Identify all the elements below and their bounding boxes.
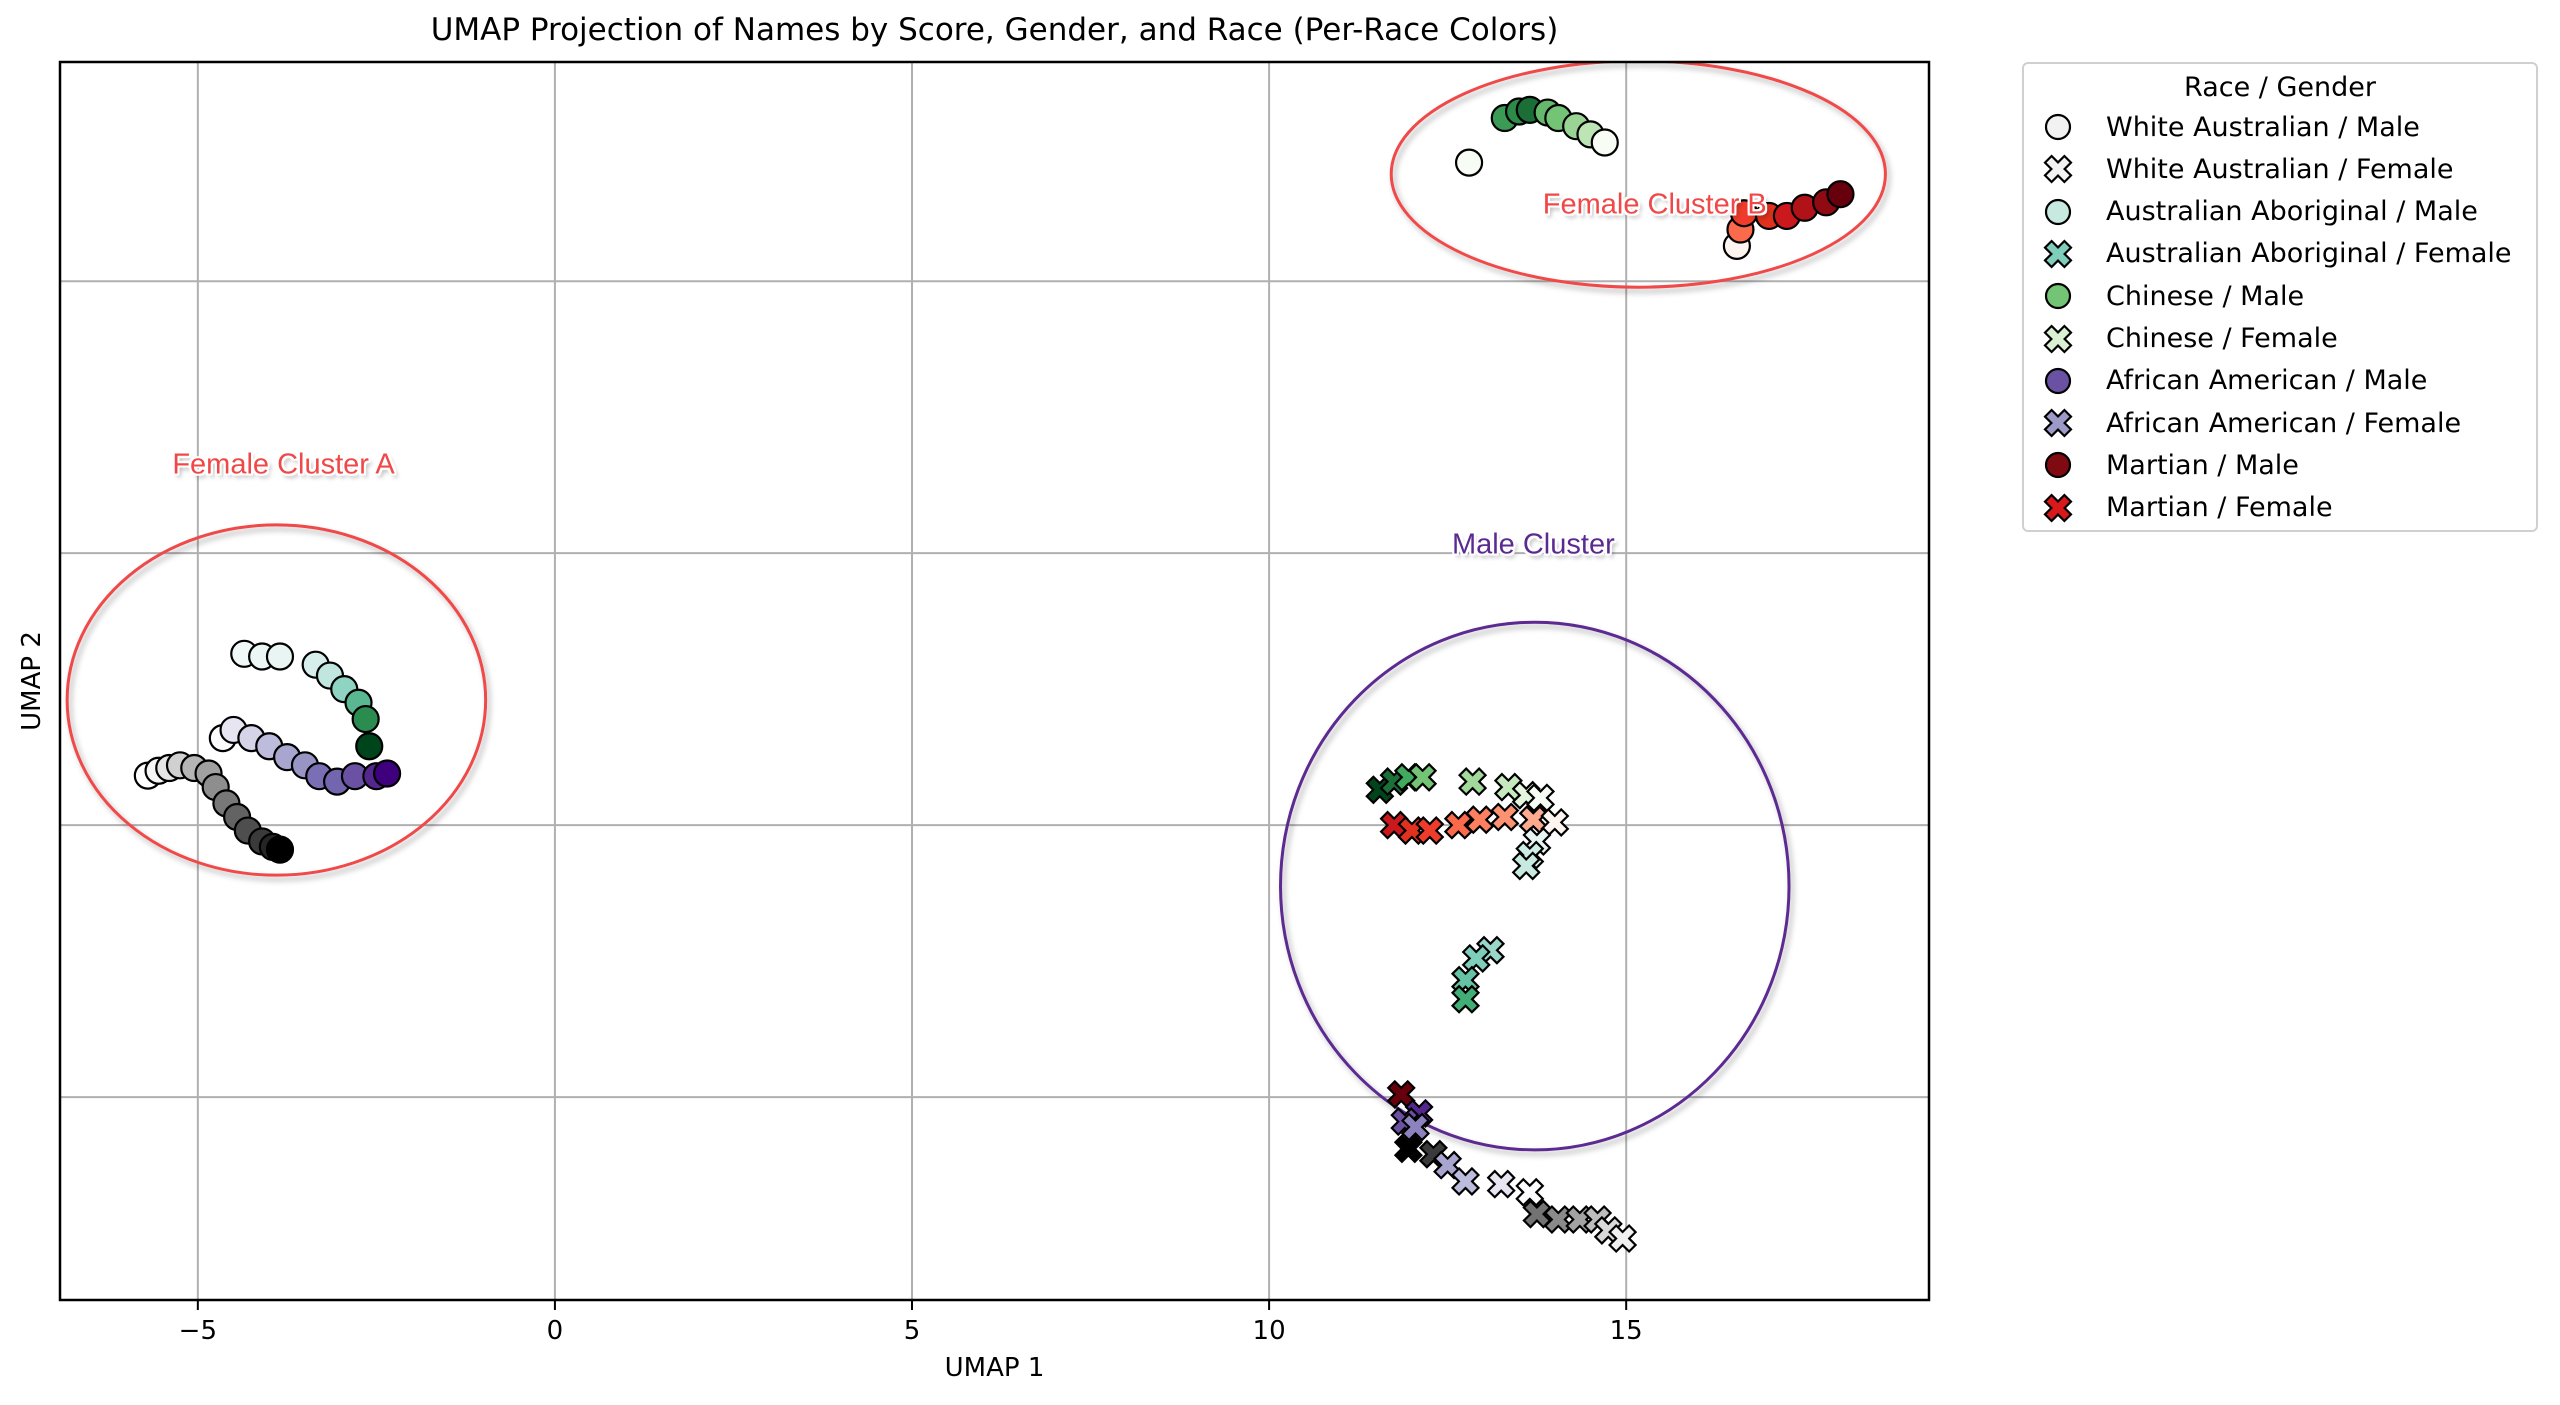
data-point: [1608, 1223, 1638, 1254]
data-point: [1490, 802, 1520, 832]
circle-marker-icon: [2038, 362, 2078, 400]
data-point: [1408, 762, 1438, 792]
x-tick-label: 5: [903, 1316, 921, 1346]
female-cluster-b-ellipse: [1389, 62, 1887, 289]
cluster-ellipses: [65, 62, 1887, 1152]
axes-frame: [58, 60, 1931, 1302]
x-tick-label: 0: [546, 1316, 564, 1346]
legend-item: Australian Aboriginal / Female: [2038, 235, 2512, 273]
x-marker-icon: [2038, 235, 2078, 273]
legend-item: African American / Female: [2038, 404, 2461, 442]
data-point: [1454, 148, 1484, 177]
data-point: [1400, 1112, 1431, 1142]
legend-item: White Australian / Female: [2038, 150, 2454, 188]
series-chinese-female: [1365, 762, 1556, 813]
series-martian-female: [1379, 802, 1570, 846]
series-martian-male: [1722, 180, 1855, 260]
series-african-american-male: [208, 715, 402, 796]
data-point: [1486, 1169, 1516, 1199]
data-point: [1393, 1134, 1423, 1164]
x-marker-icon: [2038, 150, 2078, 188]
series-australian-aboriginal-female: [1450, 826, 1552, 1014]
cluster-label: Female Cluster A: [172, 448, 395, 481]
legend-label: White Australian / Female: [2106, 153, 2454, 185]
legend-label: Martian / Female: [2106, 492, 2333, 524]
data-point: [1458, 767, 1488, 797]
series-chinese-male: [1490, 95, 1619, 157]
legend-title: Race / Gender: [2184, 72, 2376, 103]
legend-label: Chinese / Female: [2106, 323, 2338, 354]
data-point: [1461, 943, 1491, 973]
x-tick-label: 10: [1252, 1316, 1286, 1346]
chart-title: UMAP Projection of Names by Score, Gende…: [430, 12, 1559, 48]
x-tick-marks: [196, 1300, 1628, 1310]
x-tick-label: 15: [1609, 1316, 1643, 1346]
legend-item: Martian / Female: [2038, 489, 2333, 527]
female-cluster-a-ellipse: [65, 523, 488, 877]
series-white-australian-female: [1522, 1199, 1638, 1254]
data-point: [265, 835, 295, 864]
legend-item: Martian / Male: [2038, 446, 2299, 484]
data-point: [355, 732, 384, 761]
legend-item: Chinese / Female: [2038, 320, 2338, 358]
series-african-american-female: [1386, 1079, 1545, 1207]
circle-marker-icon: [2038, 277, 2078, 315]
legend-item: African American / Male: [2038, 362, 2427, 400]
data-point: [1590, 128, 1619, 157]
data-point: [1826, 180, 1855, 209]
gridlines: [60, 62, 1929, 1300]
data-point: [1515, 1177, 1545, 1207]
scatter-points: [133, 95, 1855, 1254]
legend-item: White Australian / Male: [2038, 108, 2420, 146]
male-cluster-ellipse: [1279, 620, 1791, 1152]
data-point: [372, 759, 402, 788]
data-point: [1450, 984, 1481, 1014]
data-point: [265, 642, 295, 671]
x-marker-icon: [2038, 404, 2078, 442]
legend-label: Martian / Male: [2106, 449, 2299, 481]
cluster-label: Male Cluster: [1451, 528, 1615, 561]
x-axis-label: UMAP 1: [944, 1353, 1045, 1383]
circle-marker-icon: [2038, 108, 2078, 146]
legend-item: Australian Aboriginal / Male: [2038, 193, 2478, 231]
data-point: [1415, 816, 1445, 846]
x-tick-label: −5: [178, 1316, 217, 1346]
legend-label: African American / Female: [2106, 407, 2462, 439]
circle-marker-icon: [2038, 193, 2078, 231]
legend-label: Australian Aboriginal / Female: [2106, 238, 2512, 270]
circle-marker-icon: [2038, 446, 2078, 484]
data-point: [1511, 851, 1541, 881]
y-axis-label: UMAP 2: [17, 631, 47, 731]
legend-label: Australian Aboriginal / Male: [2106, 196, 2478, 228]
x-marker-icon: [2038, 320, 2078, 358]
legend-item: Chinese / Male: [2038, 277, 2304, 315]
data-point: [1450, 1166, 1481, 1196]
series-australian-aboriginal-male: [230, 639, 384, 761]
data-point: [351, 704, 380, 734]
legend-label: African American / Male: [2106, 365, 2428, 397]
series-white-australian-male: [133, 148, 1484, 864]
legend: Race / Gender White Australian / Male Whi…: [2022, 62, 2538, 532]
cluster-label: Female Cluster B: [1542, 188, 1767, 221]
legend-label: Chinese / Male: [2106, 280, 2305, 312]
x-marker-icon: [2038, 489, 2078, 527]
data-point: [1465, 805, 1495, 835]
legend-label: White Australian / Male: [2106, 111, 2420, 143]
data-point: [1525, 783, 1556, 813]
